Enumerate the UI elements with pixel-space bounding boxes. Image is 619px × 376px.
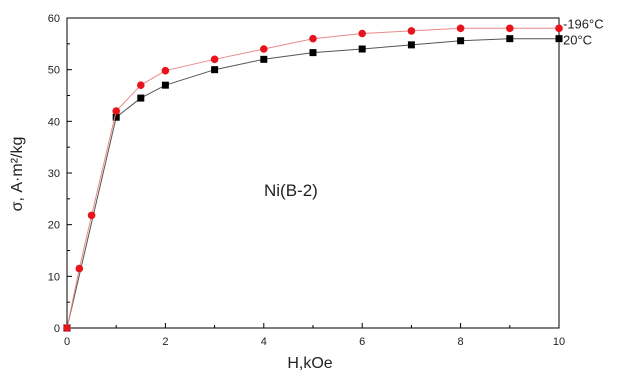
y-tick-label: 0 bbox=[54, 323, 60, 335]
x-tick-label: 6 bbox=[359, 336, 365, 348]
data-point bbox=[506, 35, 514, 43]
series-line bbox=[66, 27, 559, 329]
data-point bbox=[87, 211, 96, 220]
data-point bbox=[75, 264, 84, 273]
x-tick-label: 2 bbox=[162, 336, 168, 348]
data-point bbox=[161, 66, 170, 75]
data-point bbox=[358, 45, 366, 53]
data-point bbox=[63, 324, 71, 332]
data-point bbox=[137, 81, 145, 89]
series-label: -196°C bbox=[563, 16, 604, 31]
plot-area bbox=[66, 17, 560, 329]
y-tick-label: 40 bbox=[48, 116, 60, 128]
data-point bbox=[456, 24, 465, 33]
data-point bbox=[358, 29, 367, 38]
data-point bbox=[309, 49, 317, 57]
x-tick-label: 8 bbox=[458, 336, 464, 348]
data-point bbox=[506, 24, 514, 33]
series-label: 20°C bbox=[563, 33, 592, 48]
data-point bbox=[210, 55, 219, 64]
data-point bbox=[260, 45, 268, 53]
x-tick-label: 4 bbox=[261, 336, 267, 348]
series-1: 20°C bbox=[63, 33, 592, 332]
y-axis: 0 10 20 30 40 50 60 bbox=[48, 13, 72, 335]
y-tick-label: 30 bbox=[48, 168, 60, 180]
series-layer: 20°C -196°C bbox=[63, 16, 604, 332]
data-point bbox=[555, 35, 563, 43]
y-tick-label: 10 bbox=[48, 271, 60, 283]
data-point bbox=[112, 107, 120, 115]
data-point bbox=[407, 27, 416, 35]
sample-annotation: Ni(B-2) bbox=[264, 181, 318, 200]
data-point bbox=[260, 55, 268, 63]
data-point bbox=[161, 81, 169, 89]
data-point bbox=[112, 113, 120, 121]
x-axis-label: H,kOe bbox=[287, 355, 332, 372]
data-point bbox=[555, 24, 563, 33]
x-tick-label: 10 bbox=[553, 336, 565, 348]
x-tick-label: 0 bbox=[64, 336, 70, 348]
series-0: -196°C bbox=[63, 16, 604, 332]
x-axis: 0 2 4 6 8 10 bbox=[64, 323, 565, 348]
data-point bbox=[309, 34, 317, 43]
plot-frame bbox=[66, 17, 560, 329]
data-point bbox=[211, 66, 219, 74]
data-point bbox=[137, 94, 145, 102]
y-tick-label: 50 bbox=[48, 65, 60, 77]
y-tick-label: 60 bbox=[48, 13, 60, 25]
y-tick-label: 20 bbox=[48, 220, 60, 232]
y-axis-label: σ, A·m²/kg bbox=[9, 137, 26, 212]
data-point bbox=[407, 41, 415, 49]
series-line bbox=[66, 38, 559, 329]
data-point bbox=[457, 37, 465, 45]
